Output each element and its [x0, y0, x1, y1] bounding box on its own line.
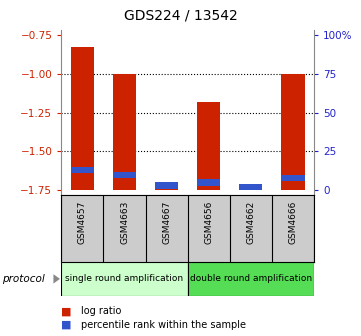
Text: ■: ■ — [61, 306, 72, 317]
Bar — [188, 262, 314, 296]
Bar — [113, 74, 136, 190]
Text: GSM4656: GSM4656 — [204, 200, 213, 244]
Text: GSM4657: GSM4657 — [78, 200, 87, 244]
Text: ■: ■ — [61, 320, 72, 330]
Text: protocol: protocol — [2, 274, 44, 284]
Bar — [282, 74, 305, 190]
Text: log ratio: log ratio — [81, 306, 122, 317]
Text: single round amplification: single round amplification — [65, 275, 184, 283]
Bar — [71, 47, 94, 190]
Text: GSM4662: GSM4662 — [247, 200, 255, 244]
Bar — [197, 102, 220, 190]
Text: GSM4666: GSM4666 — [288, 200, 297, 244]
Polygon shape — [53, 274, 60, 284]
Text: double round amplification: double round amplification — [190, 275, 312, 283]
Text: percentile rank within the sample: percentile rank within the sample — [81, 320, 246, 330]
Text: GSM4667: GSM4667 — [162, 200, 171, 244]
Bar — [71, 167, 94, 173]
Bar — [197, 179, 220, 185]
Bar — [61, 262, 188, 296]
Bar — [239, 184, 262, 190]
Bar — [113, 172, 136, 178]
Text: GSM4663: GSM4663 — [120, 200, 129, 244]
Bar — [282, 175, 305, 181]
Bar — [155, 182, 178, 189]
Text: GDS224 / 13542: GDS224 / 13542 — [123, 8, 238, 23]
